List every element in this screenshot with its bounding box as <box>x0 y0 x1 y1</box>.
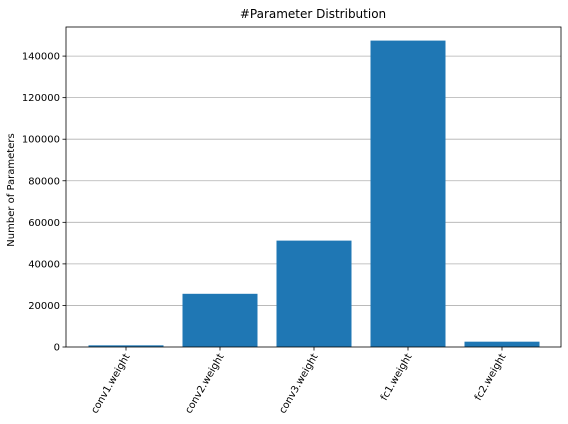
y-tick-label: 100000 <box>22 135 60 146</box>
chart-title: #Parameter Distribution <box>240 7 386 21</box>
y-tick-label: 120000 <box>22 93 60 104</box>
grid-lines <box>66 55 561 306</box>
bars <box>88 40 540 347</box>
y-tick-label: 60000 <box>28 218 60 229</box>
bar <box>276 240 352 347</box>
y-axis-ticks: 0 20000 40000 60000 80000 100000 120000 140000 <box>22 52 66 354</box>
axes <box>65 26 562 348</box>
plot-frame <box>65 26 562 348</box>
y-tick-label: 0 <box>54 343 60 354</box>
bar <box>182 293 258 347</box>
y-axis-label: Number of Parameters <box>6 133 17 246</box>
bar <box>464 341 540 347</box>
bar <box>88 345 164 347</box>
y-tick-label: 140000 <box>22 52 60 63</box>
y-tick-label: 20000 <box>28 301 60 312</box>
y-tick-label: 80000 <box>28 176 60 187</box>
y-tick-label: 40000 <box>28 259 60 270</box>
bar <box>370 40 446 347</box>
